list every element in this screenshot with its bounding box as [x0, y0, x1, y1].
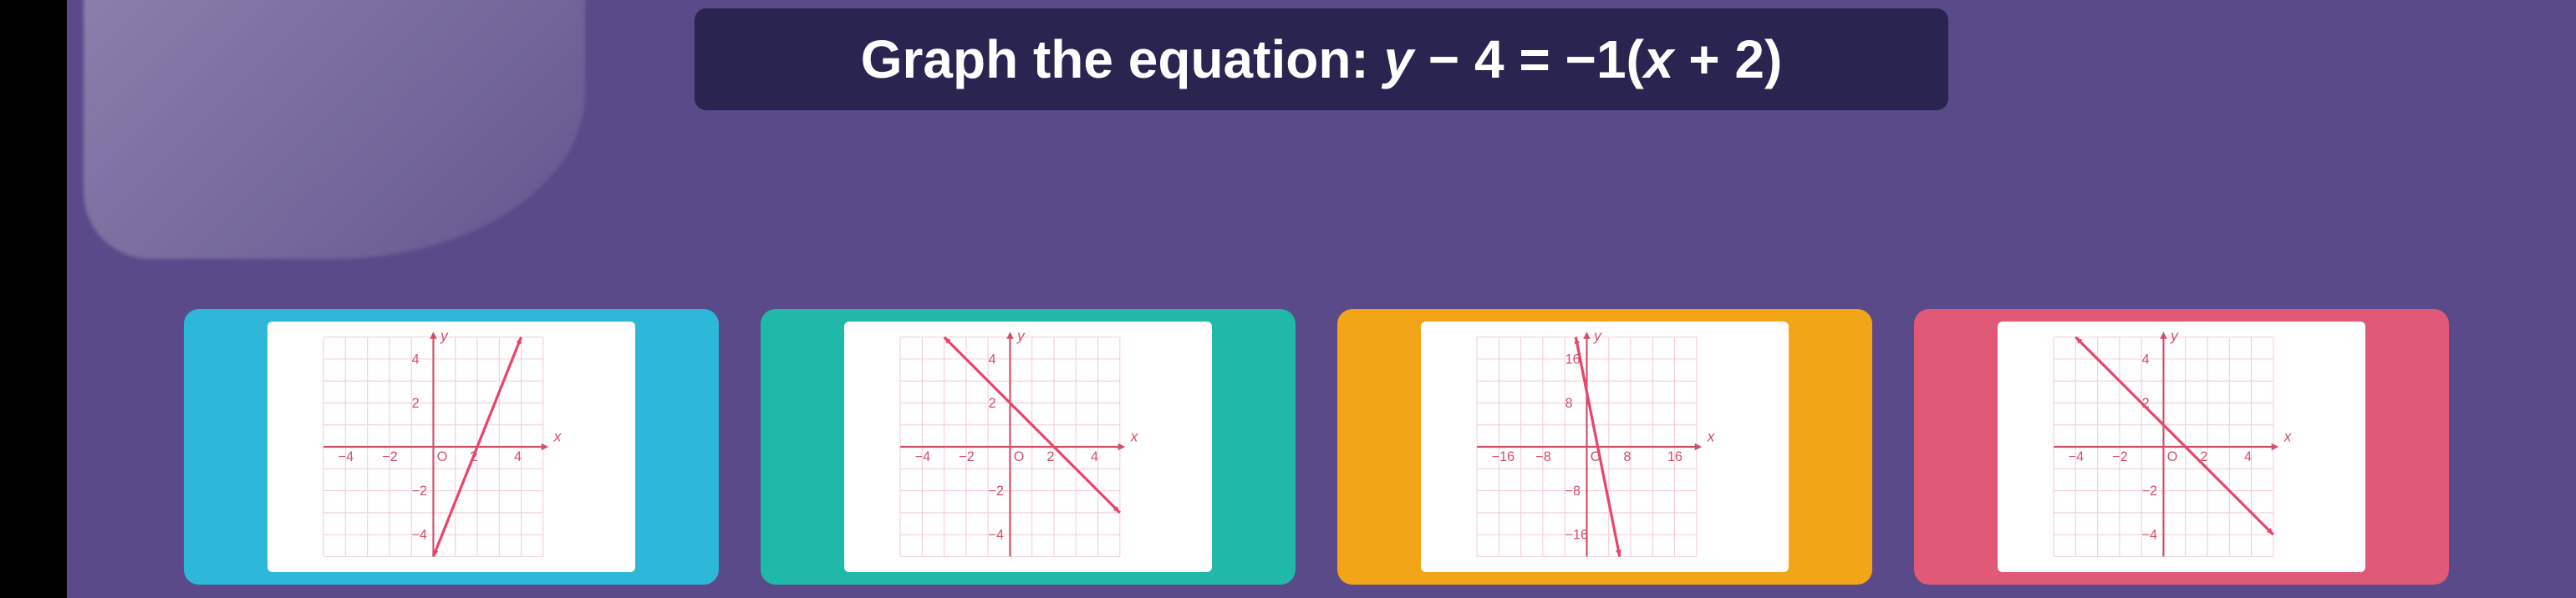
graph-svg: xy−4−224−4−224O [2006, 330, 2357, 564]
answer-option-2[interactable]: x y −4 −2 2 4 −4 −2 2 4 O [761, 309, 1296, 585]
svg-text:x: x [2283, 428, 2293, 445]
screen-glare [84, 0, 585, 259]
question-text: Graph the equation: y − 4 = −1(x + 2) [728, 28, 1915, 90]
svg-text:4: 4 [412, 352, 420, 367]
svg-text:4: 4 [2142, 352, 2150, 367]
svg-text:y: y [1593, 330, 1602, 344]
answer-option-1[interactable]: xy−4−224−4−224O [184, 309, 719, 585]
svg-text:−4: −4 [2069, 449, 2084, 464]
svg-text:O: O [437, 449, 448, 464]
answer-option-3[interactable]: xy−16−8816−16−8816O [1337, 309, 1872, 585]
graph-panel: x y −4 −2 2 4 −4 −2 2 4 O [844, 322, 1212, 572]
svg-text:−4: −4 [989, 527, 1004, 542]
svg-text:4: 4 [989, 352, 996, 367]
graph-panel: xy−16−8816−16−8816O [1421, 322, 1789, 572]
svg-text:−2: −2 [412, 484, 427, 499]
answer-option-4[interactable]: xy−4−224−4−224O [1914, 309, 2449, 585]
svg-text:−2: −2 [2112, 449, 2127, 464]
svg-text:4: 4 [1091, 449, 1098, 464]
options-row: xy−4−224−4−224Oxy−4−224−4−224Oxy−16−8816… [184, 309, 2449, 585]
svg-text:x: x [1707, 428, 1716, 445]
svg-text:−16: −16 [1492, 449, 1515, 464]
svg-text:−8: −8 [1565, 484, 1581, 499]
svg-text:16: 16 [1667, 449, 1683, 464]
svg-text:4: 4 [2244, 449, 2252, 464]
svg-text:8: 8 [1565, 396, 1573, 411]
quiz-screen: Graph the equation: y − 4 = −1(x + 2) x y… [67, 0, 2576, 598]
svg-text:−4: −4 [339, 449, 354, 464]
svg-text:−16: −16 [1565, 527, 1588, 542]
svg-text:y: y [1016, 330, 1026, 344]
graph-svg: xy−4−224−4−224O [276, 330, 627, 564]
graph-svg: xy−16−8816−16−8816O [1429, 330, 1780, 564]
svg-text:O: O [2167, 449, 2178, 464]
svg-text:−2: −2 [959, 449, 974, 464]
svg-text:x: x [1130, 428, 1139, 445]
svg-text:2: 2 [412, 396, 420, 411]
svg-text:−4: −4 [915, 449, 930, 464]
svg-text:−8: −8 [1535, 449, 1550, 464]
svg-text:−2: −2 [989, 484, 1004, 499]
svg-text:−2: −2 [382, 449, 397, 464]
svg-text:−4: −4 [412, 527, 427, 542]
svg-text:y: y [2170, 330, 2179, 344]
svg-text:−4: −4 [2142, 527, 2157, 542]
svg-text:−2: −2 [2142, 484, 2157, 499]
graph-panel: xy−4−224−4−224O [1998, 322, 2365, 572]
svg-text:y: y [440, 330, 449, 344]
svg-text:2: 2 [1046, 449, 1054, 464]
svg-text:4: 4 [514, 449, 522, 464]
graph-svg: x y −4 −2 2 4 −4 −2 2 4 O [853, 330, 1204, 564]
question-panel: Graph the equation: y − 4 = −1(x + 2) [695, 8, 1948, 110]
svg-text:O: O [1014, 449, 1025, 464]
svg-text:2: 2 [989, 396, 996, 411]
svg-text:x: x [553, 428, 563, 445]
graph-panel: xy−4−224−4−224O [267, 322, 635, 572]
svg-text:8: 8 [1623, 449, 1631, 464]
